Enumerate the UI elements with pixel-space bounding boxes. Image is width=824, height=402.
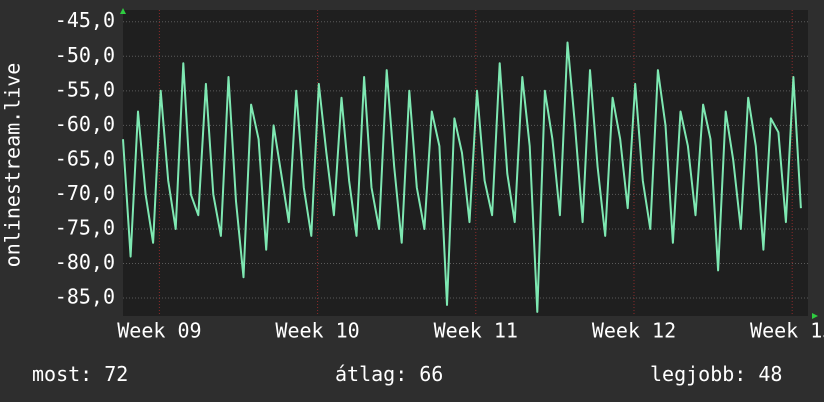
- stat: átlag: 66: [335, 362, 443, 386]
- stat-value: 66: [419, 362, 443, 386]
- y-tick-label: -65,0: [55, 146, 115, 170]
- axis-arrow: [812, 313, 818, 319]
- stat: legjobb: 48: [650, 362, 782, 386]
- y-tick-label: -45,0: [55, 8, 115, 32]
- stat-value: 72: [104, 362, 128, 386]
- y-axis-label: onlinestream.live: [1, 63, 25, 268]
- x-tick-label: Week 12: [592, 319, 676, 343]
- stat-label: legjobb:: [650, 362, 746, 386]
- stat-value: 48: [758, 362, 782, 386]
- x-tick-label: Week 10: [275, 319, 359, 343]
- y-tick-label: -75,0: [55, 215, 115, 239]
- y-tick-label: -85,0: [55, 285, 115, 309]
- x-tick-label: Week 09: [117, 319, 201, 343]
- y-tick-label: -50,0: [55, 43, 115, 67]
- y-tick-label: -55,0: [55, 77, 115, 101]
- x-tick-label: Week 11: [434, 319, 518, 343]
- axis-arrow: [120, 8, 126, 14]
- data-line: [122, 41, 802, 313]
- stat-label: most:: [32, 362, 92, 386]
- plot-area: [123, 10, 808, 316]
- stat-label: átlag:: [335, 362, 407, 386]
- y-tick-label: -60,0: [55, 112, 115, 136]
- x-tick-label: Week 13: [750, 319, 824, 343]
- y-tick-label: -80,0: [55, 250, 115, 274]
- stat: most: 72: [32, 362, 128, 386]
- y-tick-label: -70,0: [55, 181, 115, 205]
